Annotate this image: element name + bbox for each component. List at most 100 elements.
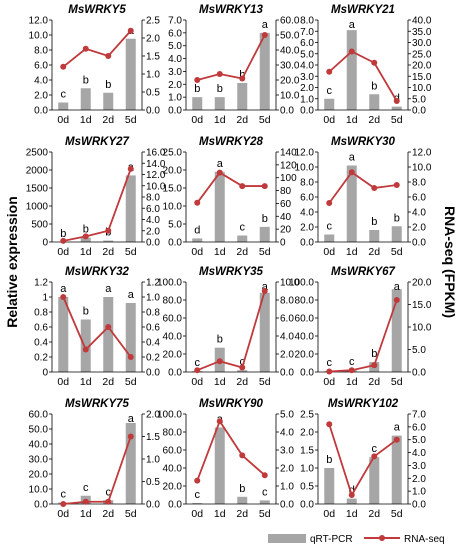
right-tick-label: 100 <box>280 173 297 184</box>
bar <box>215 428 225 505</box>
right-tick-label: 10.0 <box>412 163 432 174</box>
right-tick-label: 12.0 <box>412 148 432 159</box>
significance-letter: c <box>240 222 246 234</box>
bar <box>215 172 225 242</box>
significance-letter: b <box>326 454 332 466</box>
right-tick-label: 0.5 <box>146 477 160 488</box>
rnaseq-line <box>197 35 265 80</box>
x-tick-label: 1d <box>80 114 92 126</box>
right-tick-label: 40.0 <box>412 16 432 27</box>
significance-letter: c <box>327 85 333 97</box>
rnaseq-line <box>63 169 131 241</box>
bar <box>192 97 202 110</box>
right-tick-label: 4.0 <box>280 332 294 343</box>
bar <box>237 83 247 110</box>
significance-letter: b <box>262 213 268 225</box>
right-tick-label: 2.0 <box>146 34 160 45</box>
rnaseq-point <box>194 367 200 373</box>
left-tick-label: 6.0 <box>168 28 182 39</box>
left-tick-label: 1.0 <box>168 93 182 104</box>
significance-letter: a <box>128 413 135 425</box>
right-tick-label: 3.0 <box>280 446 294 457</box>
rnaseq-point <box>394 182 400 188</box>
bar <box>369 94 379 110</box>
right-tick-label: 0.0 <box>146 106 160 117</box>
right-tick-label: 0.0 <box>146 238 160 249</box>
left-tick-label: 12.0 <box>29 16 49 27</box>
rnaseq-line <box>329 300 397 372</box>
left-axis-label: Relative expression <box>4 196 20 328</box>
chart-title: MsWRKY90 <box>199 398 264 410</box>
left-tick-label: 3.0 <box>300 72 314 83</box>
left-tick-label: 100.0 <box>157 278 182 289</box>
x-tick-label: 0d <box>191 508 203 520</box>
left-tick-label: 1.2 <box>34 278 48 289</box>
left-tick-label: 20.0 <box>295 350 315 361</box>
right-tick-label: 0.0 <box>146 500 160 511</box>
right-tick-label: 0.0 <box>280 106 294 117</box>
rnaseq-point <box>60 294 66 300</box>
rnaseq-line <box>63 437 131 505</box>
right-tick-label: 20.0 <box>412 278 432 289</box>
left-tick-label: 0.0 <box>34 106 48 117</box>
right-tick-label: 0.0 <box>412 368 426 379</box>
x-tick-label: 5d <box>391 246 403 258</box>
left-tick-label: 0.0 <box>168 238 182 249</box>
x-tick-label: 1d <box>80 376 92 388</box>
rnaseq-point <box>217 358 223 364</box>
x-tick-label: 5d <box>391 376 403 388</box>
right-tick-label: 15.0 <box>412 72 432 83</box>
chart-title: MsWRKY13 <box>199 4 264 16</box>
bar <box>324 235 334 243</box>
right-tick-label: 0.0 <box>280 368 294 379</box>
right-tick-label: 0.0 <box>146 368 160 379</box>
rnaseq-point <box>83 499 89 505</box>
rnaseq-line <box>197 291 265 370</box>
right-tick-label: 8.0 <box>412 178 426 189</box>
significance-letter: c <box>327 221 333 233</box>
left-tick-label: 1.0 <box>300 464 314 475</box>
significance-letter: a <box>394 422 401 434</box>
rnaseq-point <box>326 69 332 75</box>
legend-line-label: RNA-seq <box>404 534 445 545</box>
legend-bar-label: qRT-PCR <box>310 534 353 545</box>
right-tick-label: 50.0 <box>280 31 300 42</box>
x-tick-label: 1d <box>346 508 358 520</box>
right-tick-label: 0.5 <box>146 88 160 99</box>
chart-title: MsWRKY21 <box>331 4 395 16</box>
left-tick-label: 100.0 <box>289 278 314 289</box>
right-tick-label: 0.8 <box>146 308 160 319</box>
x-tick-label: 1d <box>214 376 226 388</box>
x-tick-label: 2d <box>236 376 248 388</box>
left-tick-label: 4.0 <box>34 76 48 87</box>
left-tick-label: 80.0 <box>163 296 183 307</box>
right-tick-label: 4.0 <box>412 208 426 219</box>
chart-panel: MsWRKY28dacb0.05.010.015.020.025.0020406… <box>163 136 298 258</box>
right-tick-label: 6.0 <box>412 422 426 433</box>
bar <box>260 33 270 110</box>
left-tick-label: 50.0 <box>29 425 49 436</box>
significance-letter: a <box>60 283 67 295</box>
left-tick-label: 5.0 <box>168 220 182 231</box>
x-tick-label: 1d <box>346 376 358 388</box>
left-tick-label: 20.0 <box>29 470 49 481</box>
legend-bar-swatch <box>268 534 306 543</box>
x-tick-label: 2d <box>368 114 380 126</box>
left-tick-label: 20.0 <box>163 166 183 177</box>
significance-letter: b <box>105 79 111 91</box>
bar <box>369 230 379 242</box>
bar <box>126 175 136 242</box>
left-tick-label: 500 <box>31 220 48 231</box>
rnaseq-point <box>194 478 200 484</box>
right-tick-label: 4.0 <box>412 448 426 459</box>
rnaseq-point <box>326 421 332 427</box>
bar <box>260 500 270 504</box>
significance-letter: d <box>194 224 200 236</box>
right-tick-label: 2.0 <box>412 474 426 485</box>
right-tick-label: 1.0 <box>146 70 160 81</box>
chart-title: MsWRKY32 <box>65 266 130 278</box>
x-tick-label: 1d <box>214 508 226 520</box>
left-tick-label: 2.0 <box>300 83 314 94</box>
